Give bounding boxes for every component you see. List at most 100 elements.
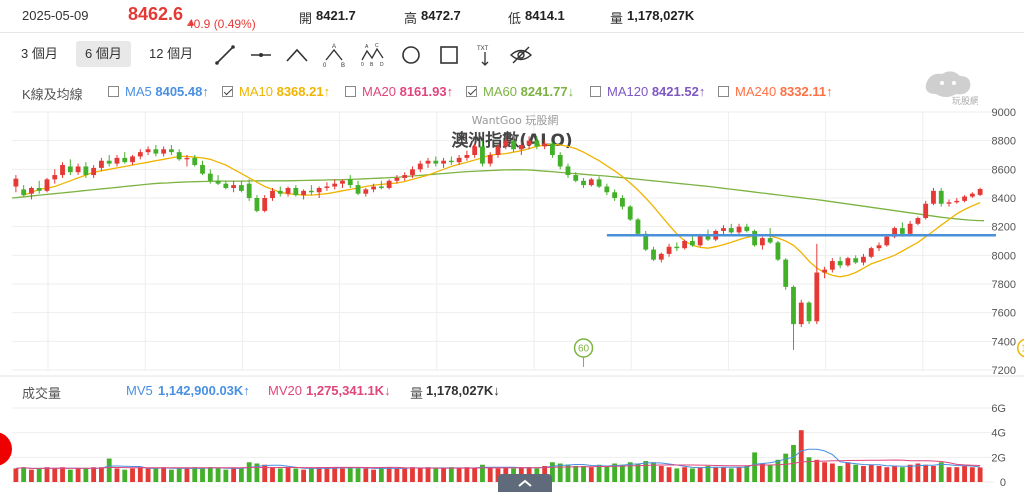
volume-bar (324, 468, 330, 482)
candle (596, 176, 602, 188)
circle-tool-icon[interactable] (398, 42, 424, 68)
quote-price: 8462.6 (128, 4, 184, 24)
range-6m-button[interactable]: 6 個月 (76, 41, 131, 67)
ma60-checkbox[interactable] (466, 86, 477, 97)
text-tool-icon[interactable]: TXT (472, 42, 498, 68)
price-volume-chart[interactable]: WantGoo 玩股網澳洲指數(ALO) 6010 90008800860084… (0, 104, 1024, 492)
volume-bar (892, 465, 897, 482)
candle (254, 195, 260, 213)
candle (682, 239, 688, 250)
volume-value: 1,178,027K (627, 8, 695, 23)
volume-bar (962, 465, 967, 482)
candle (176, 149, 182, 161)
candle-body (122, 157, 128, 163)
line-tool-icon[interactable] (212, 42, 238, 68)
ma10-checkbox[interactable] (222, 86, 233, 97)
marker-60: 60 (573, 338, 594, 367)
ma10-toggle[interactable]: MA10 8368.21↑ (222, 84, 330, 99)
scroll-down-tab[interactable] (498, 474, 552, 492)
volume-bar (114, 468, 120, 482)
price-tick-label: 8200 (992, 222, 1016, 234)
candle (487, 152, 493, 167)
volume-bar (316, 467, 322, 482)
ma5-checkbox[interactable] (108, 86, 119, 97)
candle-body (60, 165, 65, 176)
angle-tool-icon[interactable] (284, 42, 310, 68)
ma240-toggle[interactable]: MA240 8332.11↑ (718, 84, 833, 99)
svg-text:TXT: TXT (477, 46, 489, 52)
volume-bar (573, 465, 579, 482)
candle-body (371, 186, 376, 190)
volume-bar (542, 465, 548, 482)
candle-body (324, 186, 330, 188)
volume-bar (674, 468, 680, 482)
candle-body (347, 179, 353, 186)
candle-body (612, 192, 618, 198)
candle-body (114, 157, 120, 164)
rectangle-tool-icon[interactable] (436, 42, 462, 68)
ma240-checkbox[interactable] (718, 86, 729, 97)
candle-body (588, 179, 594, 186)
volume-bar (783, 453, 789, 482)
floating-action-button[interactable] (0, 432, 12, 466)
candle (845, 256, 851, 267)
volume-bar (91, 467, 97, 482)
volume-bar (231, 468, 237, 482)
ma20-checkbox[interactable] (345, 86, 356, 97)
candle-body (915, 218, 921, 224)
volume-bar (907, 464, 913, 482)
low-value: 8414.1 (525, 8, 565, 23)
candle-body (845, 258, 851, 266)
ma20-toggle[interactable]: MA20 8161.93↑ (345, 84, 453, 99)
candle-body (402, 175, 408, 178)
candle-body (91, 167, 97, 176)
candle (277, 186, 283, 197)
abcd-pattern-icon[interactable]: A 0 B (322, 42, 348, 69)
volume-bar (417, 468, 423, 482)
ma10-value: 8368.21↑ (276, 84, 331, 99)
hide-drawings-icon[interactable] (508, 42, 534, 68)
range-12m-button[interactable]: 12 個月 (149, 46, 194, 61)
volume-bar (29, 469, 34, 482)
marker-circle (1017, 338, 1024, 358)
range-3m-button[interactable]: 3 個月 (21, 46, 58, 61)
ma-legend: K線及均線 MA5 8405.48↑ MA10 8368.21↑ MA20 81… (0, 80, 1024, 104)
candle-body (557, 155, 563, 167)
candle (293, 185, 299, 197)
candle (238, 180, 244, 193)
ma120-checkbox[interactable] (590, 86, 601, 97)
candle-body (270, 190, 275, 198)
volume-bar (285, 467, 291, 482)
open-value: 8421.7 (316, 8, 356, 23)
ma60-toggle[interactable]: MA60 8241.77↓ (466, 84, 574, 99)
candle-body (75, 166, 81, 173)
volume-bar (301, 469, 307, 482)
candle (215, 175, 221, 186)
candle (355, 180, 361, 196)
volume-bar (689, 468, 695, 482)
candle (378, 180, 384, 190)
volume-bar (604, 465, 610, 482)
candle (728, 223, 734, 234)
candle (44, 177, 50, 193)
chart-watermark-text: WantGoo 玩股網 (472, 113, 559, 127)
candle (565, 163, 571, 178)
horizontal-line-icon[interactable] (248, 42, 274, 68)
ma5-toggle[interactable]: MA5 8405.48↑ (108, 84, 209, 99)
candle-body (456, 157, 462, 163)
volume-bar (161, 467, 167, 482)
ma5-label: MA5 (125, 84, 152, 99)
candle (246, 179, 252, 201)
volume-bar (868, 464, 874, 482)
marker-label: 60 (578, 344, 590, 355)
marker-circle (573, 338, 594, 358)
ma120-toggle[interactable]: MA120 8421.52↑ (590, 84, 705, 99)
volume-bar (355, 468, 361, 482)
marker-label: 10 (1021, 344, 1024, 355)
candle-body (962, 196, 967, 201)
volume-bar (876, 465, 882, 482)
candle (674, 242, 680, 252)
volume-bar (215, 468, 221, 482)
volume-bar (635, 463, 641, 482)
